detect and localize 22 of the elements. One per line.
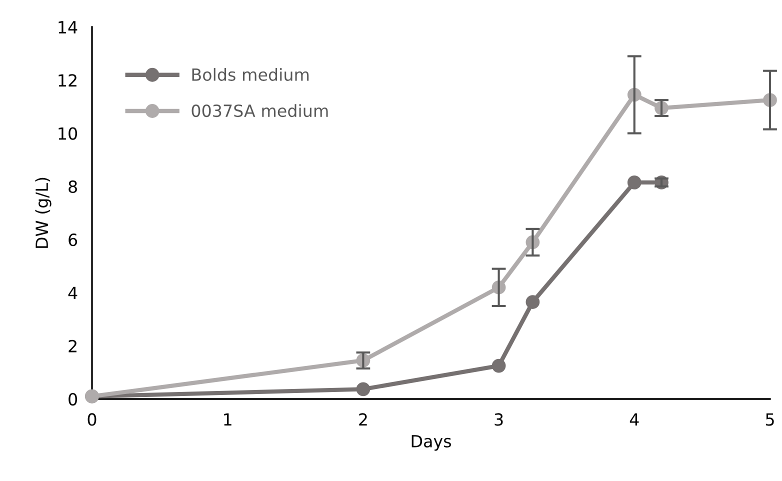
legend-label: 0037SA medium <box>192 104 328 118</box>
y-tick-label: 6 <box>68 234 78 246</box>
x-tick-label: 2 <box>359 413 367 426</box>
x-tick-label: 5 <box>766 413 774 426</box>
y-tick-label: 2 <box>68 340 76 352</box>
x-tick-label: 0 <box>88 413 96 426</box>
point <box>356 382 370 396</box>
y-axis-title: DW (g/L) <box>35 178 52 248</box>
x-tick-label: 1 <box>224 413 232 426</box>
y-tick-label: 14 <box>58 21 78 34</box>
y-tick-label: 0 <box>68 392 78 406</box>
y-tick-label: 8 <box>68 180 77 193</box>
y-tick-label: 10 <box>58 127 78 140</box>
x-tick-label: 4 <box>630 413 639 426</box>
point <box>627 176 642 190</box>
y-tick-label: 12 <box>58 74 76 86</box>
point <box>526 295 540 309</box>
point <box>492 358 506 373</box>
x-tick-label: 3 <box>494 413 503 426</box>
x-axis-title: Days <box>412 435 451 451</box>
y-tick-label: 4 <box>68 286 78 300</box>
legend-label: Bolds medium <box>192 68 309 81</box>
